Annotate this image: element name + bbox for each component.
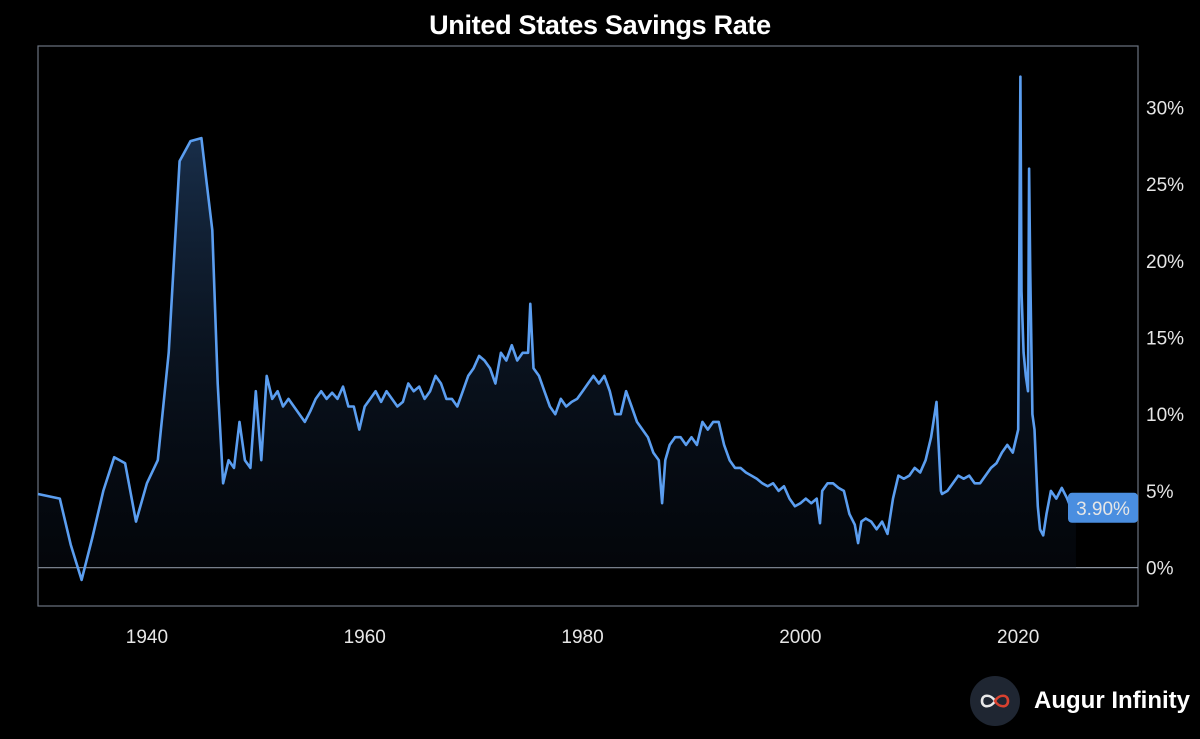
x-tick-label: 2000 — [779, 627, 821, 648]
x-tick-label: 1940 — [126, 627, 168, 648]
chart-title: United States Savings Rate — [429, 10, 771, 40]
y-tick-label: 25% — [1146, 175, 1184, 196]
y-tick-label: 10% — [1146, 405, 1184, 426]
series-line — [37, 75, 1077, 582]
y-tick-label: 5% — [1146, 482, 1174, 503]
last-value-label: 3.90% — [1076, 499, 1130, 520]
brand: Augur Infinity — [970, 676, 1190, 726]
brand-name: Augur Infinity — [1034, 687, 1190, 714]
series-area — [38, 76, 1076, 580]
infinity-icon — [970, 676, 1021, 726]
y-tick-label: 30% — [1146, 98, 1184, 119]
y-tick-label: 0% — [1146, 559, 1174, 580]
x-tick-label: 1960 — [344, 627, 386, 648]
x-axis-ticks: 1940 1960 1980 2000 2020 — [126, 627, 1040, 648]
last-value-badge: 3.90% — [1068, 492, 1138, 523]
x-tick-label: 1980 — [561, 627, 603, 648]
y-tick-label: 15% — [1146, 329, 1184, 350]
plot-frame — [37, 45, 1139, 607]
last-value-badge-box — [1068, 492, 1138, 523]
y-tick-label: 20% — [1146, 252, 1184, 273]
x-tick-label: 2020 — [997, 627, 1039, 648]
y-axis-ticks: 0% 5% 10% 15% 20% 25% 30% — [1146, 98, 1184, 579]
